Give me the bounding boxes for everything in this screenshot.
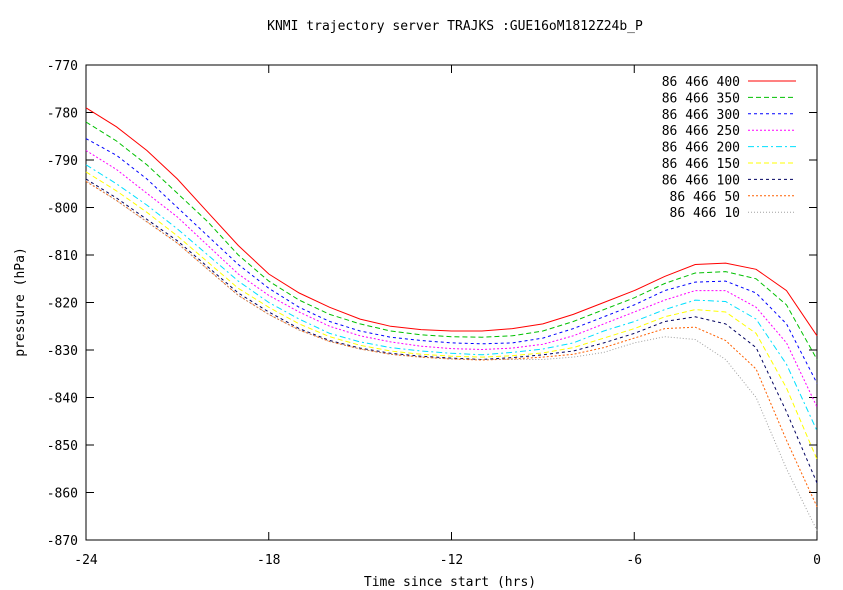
legend-label: 86 466 100	[662, 173, 740, 188]
y-tick-label: -810	[47, 249, 78, 264]
x-tick-label: 0	[813, 553, 821, 568]
legend-label: 86 466 150	[662, 157, 740, 172]
y-tick-label: -830	[47, 344, 78, 359]
series-line	[85, 164, 818, 432]
y-tick-label: -840	[47, 392, 78, 407]
y-tick-label: -860	[47, 487, 78, 502]
series-line	[85, 179, 818, 531]
y-tick-label: -870	[47, 534, 78, 549]
y-tick-label: -820	[47, 297, 78, 312]
series-line	[85, 178, 818, 484]
y-tick-label: -780	[47, 107, 78, 122]
legend-label: 86 466 250	[662, 124, 740, 139]
x-tick-label: -6	[626, 553, 642, 568]
legend-label: 86 466 10	[670, 206, 740, 221]
legend-label: 86 466 400	[662, 75, 740, 90]
y-tick-label: -800	[47, 202, 78, 217]
series-line	[85, 171, 818, 460]
y-tick-label: -850	[47, 439, 78, 454]
x-tick-label: -18	[257, 553, 280, 568]
legend-label: 86 466 50	[670, 190, 740, 205]
x-axis-label: Time since start (hrs)	[364, 575, 536, 590]
legend-label: 86 466 300	[662, 108, 740, 123]
series-line	[85, 138, 818, 384]
tick-labels: -24 -18 -12 -6 0 -870 -860 -850 -840 -830 -820 -810…	[47, 59, 821, 568]
y-axis-label: pressure (hPa)	[13, 247, 28, 357]
y-tick-label: -790	[47, 154, 78, 169]
x-tick-label: -24	[74, 553, 98, 568]
legend-label: 86 466 200	[662, 141, 740, 156]
series-line	[85, 180, 818, 508]
y-tick-label: -770	[47, 59, 78, 74]
x-tick-label: -12	[440, 553, 463, 568]
series-line	[85, 107, 818, 337]
series-layer	[85, 107, 818, 531]
plot-area-frame	[85, 64, 818, 541]
series-line	[85, 121, 818, 360]
legend-label: 86 466 350	[662, 91, 740, 106]
chart-title: KNMI trajectory server TRAJKS :GUE16oM18…	[267, 19, 643, 34]
